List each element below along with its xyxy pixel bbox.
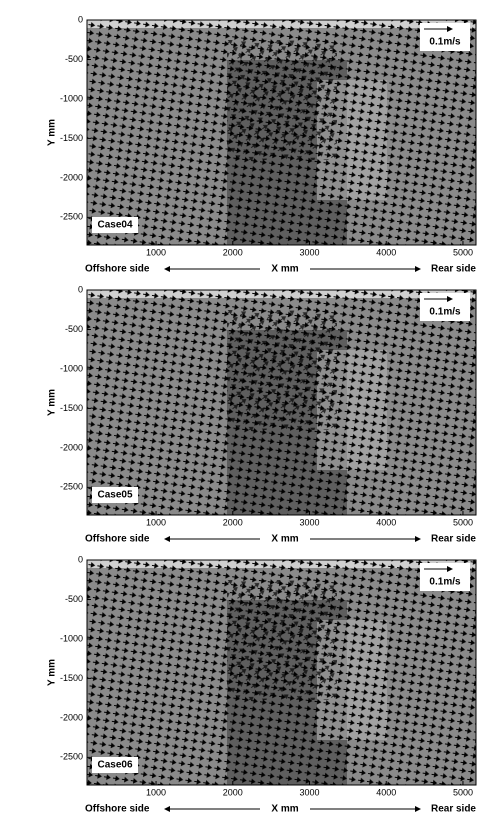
plot-frame: [86, 19, 477, 246]
x-tick-label: 4000: [376, 247, 396, 257]
x-tick-label: 5000: [453, 247, 473, 257]
y-tick-label: -1000: [60, 633, 83, 643]
x-tick-label: 3000: [299, 517, 319, 527]
x-tick-label: 5000: [453, 517, 473, 527]
x-left-label: Offshore side: [85, 264, 150, 275]
panel: 1000 2000 3000 4000 5000 0 -500 -1000 -1500 -2000…: [47, 554, 477, 815]
x-tick-label: 4000: [376, 787, 396, 797]
y-tick-label: 0: [78, 284, 83, 294]
scale-box: [420, 563, 470, 591]
x-tick-label: 4000: [376, 517, 396, 527]
vector-texture: [227, 40, 337, 160]
x-left-label: Offshore side: [85, 534, 150, 545]
case-box: [92, 217, 138, 233]
x-tick-label: 2000: [223, 787, 243, 797]
x-tick-label: 1000: [146, 787, 166, 797]
x-tick-label: 3000: [299, 787, 319, 797]
scale-box: [420, 23, 470, 51]
x-tick-label: 3000: [299, 247, 319, 257]
y-axis-label: Y mm: [47, 119, 58, 146]
case-label: Case05: [97, 490, 132, 501]
y-tick-label: -1000: [60, 363, 83, 373]
y-tick-label: -500: [65, 54, 83, 64]
scale-label: 0.1m/s: [429, 307, 461, 318]
scale-label: 0.1m/s: [429, 577, 461, 588]
y-tick-label: -2500: [60, 752, 83, 762]
x-tick-label: 5000: [453, 787, 473, 797]
x-left-label: Offshore side: [85, 804, 150, 815]
y-tick-label: -2000: [60, 442, 83, 452]
x-tick-label: 2000: [223, 517, 243, 527]
y-tick-label: -500: [65, 324, 83, 334]
vector-texture: [227, 310, 337, 430]
y-axis-label: Y mm: [47, 389, 58, 416]
panel: 1000 2000 3000 4000 5000 0 -500 -1000 -1500 -2000…: [47, 284, 477, 545]
y-tick-label: -500: [65, 594, 83, 604]
scale-box: [420, 293, 470, 321]
x-tick-label: 1000: [146, 517, 166, 527]
scale-label: 0.1m/s: [429, 37, 461, 48]
y-tick-label: -1500: [60, 403, 83, 413]
x-axis-label: X mm: [271, 804, 298, 815]
case-label: Case04: [97, 220, 132, 231]
x-right-label: Rear side: [431, 264, 476, 275]
case-label: Case06: [97, 760, 132, 771]
x-tick-label: 2000: [223, 247, 243, 257]
x-tick-label: 1000: [146, 247, 166, 257]
y-tick-label: 0: [78, 554, 83, 564]
y-tick-label: -1500: [60, 133, 83, 143]
case-box: [92, 757, 138, 773]
y-tick-label: -2000: [60, 712, 83, 722]
y-tick-label: -2000: [60, 172, 83, 182]
panel: 1000 2000 3000 4000 5000 0 -500 -1000 -1500 -2000…: [47, 14, 477, 275]
x-axis-label: X mm: [271, 534, 298, 545]
x-right-label: Rear side: [431, 534, 476, 545]
y-tick-label: 0: [78, 14, 83, 24]
vector-texture: [227, 580, 337, 700]
x-right-label: Rear side: [431, 804, 476, 815]
y-tick-label: -2500: [60, 482, 83, 492]
y-tick-label: -1000: [60, 93, 83, 103]
plot-frame: [86, 289, 477, 516]
x-axis-label: X mm: [271, 264, 298, 275]
y-tick-label: -2500: [60, 212, 83, 222]
case-box: [92, 487, 138, 503]
plot-frame: [86, 559, 477, 786]
y-tick-label: -1500: [60, 673, 83, 683]
y-axis-label: Y mm: [47, 659, 58, 686]
